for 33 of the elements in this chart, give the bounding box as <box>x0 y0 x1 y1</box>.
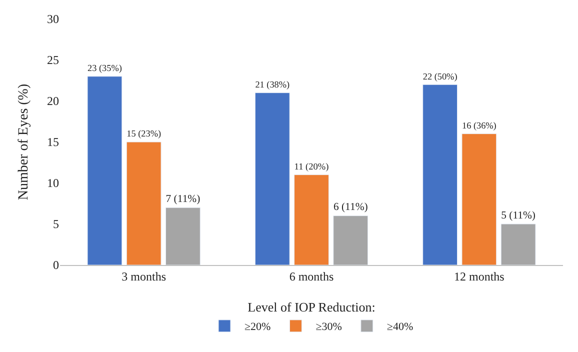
data-label: 7 (11%) <box>166 192 201 205</box>
data-label: 15 (23%) <box>126 128 162 139</box>
bar <box>422 84 458 265</box>
legend-label: ≥20% <box>244 321 271 334</box>
data-label: 6 (11%) <box>333 201 368 214</box>
data-label: 16 (36%) <box>462 120 496 131</box>
y-tick-label: 10 <box>47 176 59 190</box>
legend-title: Level of IOP Reduction: <box>248 299 376 314</box>
y-tick-label: 5 <box>53 217 59 232</box>
bar <box>333 216 368 265</box>
bar <box>165 207 200 265</box>
y-tick-label: 30 <box>47 12 59 26</box>
data-label: 23 (35%) <box>88 63 122 74</box>
x-tick-label: 6 months <box>289 269 334 284</box>
y-tick-label: 0 <box>53 258 59 272</box>
bar <box>126 142 162 265</box>
bar <box>254 92 290 265</box>
data-label: 22 (50%) <box>422 71 458 82</box>
data-label: 5 (11%) <box>501 209 536 222</box>
y-axis-title: Number of Eyes (%) <box>16 84 32 200</box>
data-label: 21 (38%) <box>255 80 290 90</box>
data-label: 11 (20%) <box>294 162 329 172</box>
x-tick-label: 3 months <box>122 269 166 284</box>
bar <box>500 224 536 265</box>
legend-label: ≥40% <box>386 321 414 334</box>
legend-label: ≥30% <box>316 321 342 334</box>
bar <box>87 76 122 265</box>
y-tick-label: 25 <box>47 53 59 68</box>
y-tick-label: 20 <box>47 94 59 108</box>
y-tick-label: 15 <box>47 135 59 150</box>
bar <box>462 134 497 265</box>
bar <box>294 174 329 265</box>
x-tick-label: 12 months <box>454 269 505 284</box>
